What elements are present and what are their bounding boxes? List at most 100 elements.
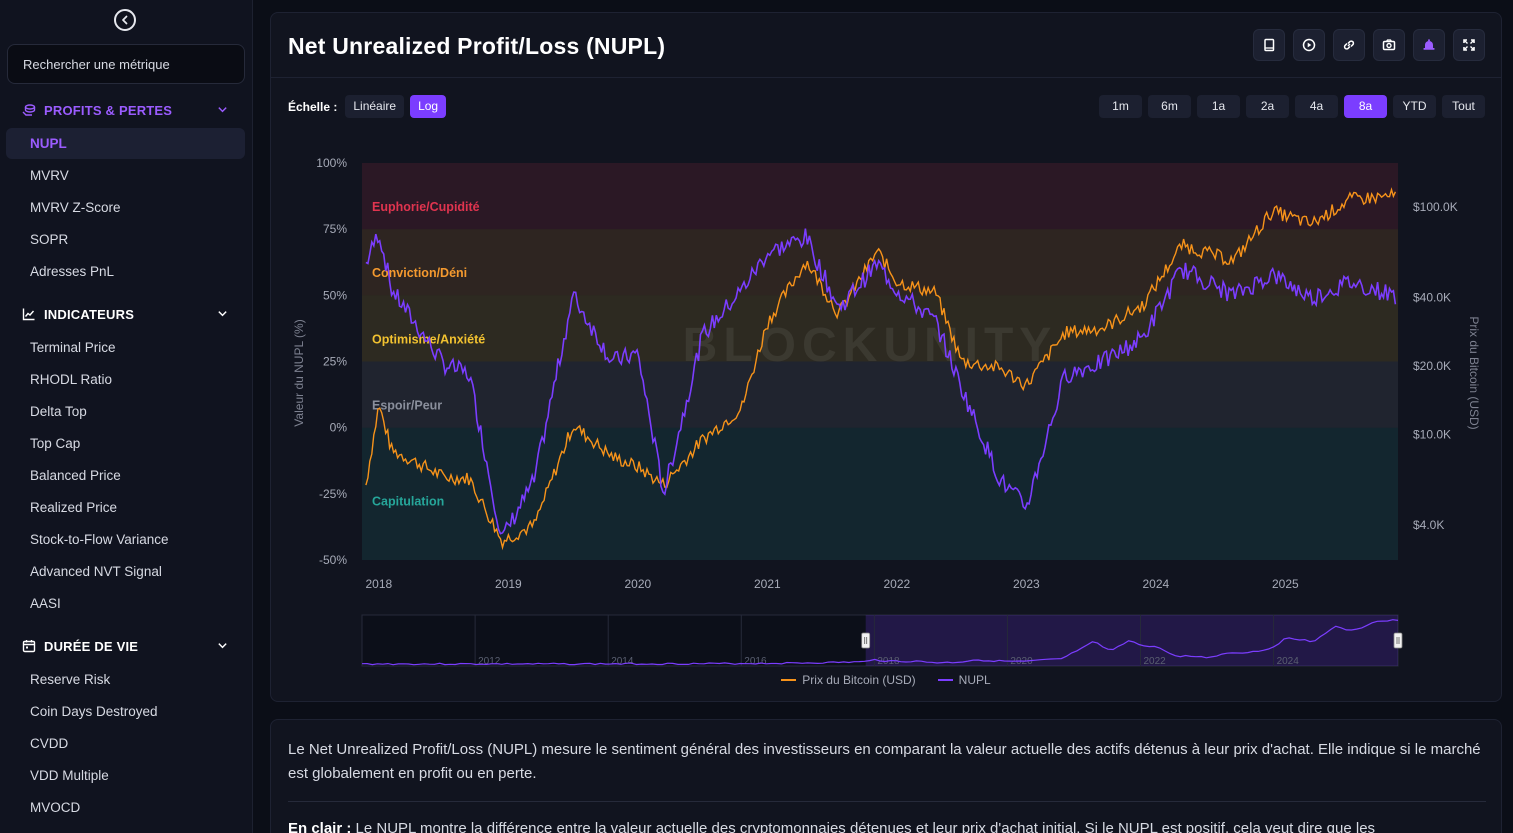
sidebar-item-coin-days-destroyed[interactable]: Coin Days Destroyed bbox=[30, 704, 158, 719]
section-title: INDICATEURS bbox=[44, 306, 135, 322]
section-indicateurs[interactable]: INDICATEURS bbox=[22, 304, 232, 324]
sidebar-item-sopr[interactable]: SOPR bbox=[30, 232, 69, 247]
legend-item-nupl[interactable]: NUPL bbox=[937, 673, 991, 687]
book-button[interactable] bbox=[1253, 29, 1285, 61]
zone-label: Espoir/Peur bbox=[372, 399, 442, 413]
link-button[interactable] bbox=[1333, 29, 1365, 61]
chevron-down-icon bbox=[218, 643, 227, 649]
sidebar-item-realized-price[interactable]: Realized Price bbox=[30, 500, 118, 515]
x-tick-label: 2020 bbox=[624, 577, 651, 591]
range-4a-button[interactable]: 4a bbox=[1295, 95, 1338, 118]
zone-band bbox=[362, 295, 1398, 362]
sidebar-item-delta-top[interactable]: Delta Top bbox=[30, 404, 87, 419]
chart-toolbar bbox=[1253, 29, 1485, 61]
chevron-left-icon bbox=[122, 15, 128, 25]
book-icon bbox=[1264, 38, 1275, 52]
watermark: BLOCKUNITY bbox=[683, 319, 1058, 372]
navigator-tick-label: 2012 bbox=[478, 656, 501, 667]
y-right-axis-title: Prix du Bitcoin (USD) bbox=[1467, 316, 1481, 429]
range-selector: 1m 6m 1a 2a 4a 8a YTD Tout bbox=[1099, 95, 1485, 118]
zone-label: Euphorie/Cupidité bbox=[372, 200, 480, 214]
scale-selector: Échelle : Linéaire Log bbox=[288, 95, 447, 118]
sidebar-item-mvocd[interactable]: MVOCD bbox=[30, 800, 81, 815]
chart-line-icon bbox=[22, 307, 36, 321]
scale-label: Échelle : bbox=[288, 99, 338, 114]
x-tick-label: 2023 bbox=[1013, 577, 1040, 591]
alert-button[interactable] bbox=[1413, 29, 1445, 61]
scale-log-button[interactable]: Log bbox=[410, 95, 447, 118]
sidebar-item-adresses-pnl[interactable]: Adresses PnL bbox=[30, 264, 115, 279]
sidebar-item-balanced-price[interactable]: Balanced Price bbox=[30, 468, 121, 483]
legend-item-btc-price[interactable]: Prix du Bitcoin (USD) bbox=[781, 673, 916, 687]
y-right-tick-label: $40.0K bbox=[1413, 291, 1451, 305]
chevron-down-icon bbox=[218, 107, 227, 113]
x-tick-label: 2025 bbox=[1272, 577, 1299, 591]
coins-icon bbox=[22, 103, 36, 117]
description-simple-text: Le NUPL montre la différence entre la va… bbox=[351, 820, 1376, 833]
y-left-tick-label: -50% bbox=[319, 553, 347, 567]
collapse-sidebar-button[interactable] bbox=[114, 9, 136, 31]
metric-search-input[interactable] bbox=[7, 44, 245, 84]
navigator-handle-left[interactable] bbox=[861, 632, 871, 649]
sidebar-item-top-cap[interactable]: Top Cap bbox=[30, 436, 81, 451]
navigator-tick-label: 2024 bbox=[1277, 656, 1300, 667]
y-left-tick-label: 100% bbox=[316, 156, 347, 170]
section-profits-pertes[interactable]: PROFITS & PERTES bbox=[22, 100, 232, 120]
calendar-icon bbox=[22, 639, 36, 653]
legend-label: NUPL bbox=[958, 673, 991, 687]
navigator-tick-label: 2016 bbox=[744, 656, 767, 667]
y-right-tick-label: $100.0K bbox=[1413, 200, 1458, 214]
x-tick-label: 2021 bbox=[754, 577, 781, 591]
y-left-tick-label: 0% bbox=[330, 421, 348, 435]
sidebar-item-mvrv-zscore[interactable]: MVRV Z-Score bbox=[30, 200, 121, 215]
zone-band bbox=[362, 427, 1398, 560]
sidebar-item-advanced-nvt-signal[interactable]: Advanced NVT Signal bbox=[30, 564, 162, 579]
sidebar-item-cvdd[interactable]: CVDD bbox=[30, 736, 69, 751]
navigator-selection[interactable] bbox=[865, 615, 1398, 666]
x-tick-label: 2019 bbox=[495, 577, 522, 591]
description-simple: En clair : Le NUPL montre la différence … bbox=[288, 820, 1488, 833]
range-2a-button[interactable]: 2a bbox=[1246, 95, 1289, 118]
range-1a-button[interactable]: 1a bbox=[1197, 95, 1240, 118]
y-right-tick-label: $4.0K bbox=[1413, 518, 1444, 532]
series-line-nupl bbox=[365, 228, 1397, 535]
sidebar-item-nupl[interactable]: NUPL bbox=[6, 128, 245, 159]
zone-label: Capitulation bbox=[372, 495, 444, 509]
scale-linear-button[interactable]: Linéaire bbox=[345, 95, 405, 118]
range-tout-button[interactable]: Tout bbox=[1442, 95, 1485, 118]
sidebar-item-terminal-price[interactable]: Terminal Price bbox=[30, 340, 116, 355]
section-title: DURÉE DE VIE bbox=[44, 638, 139, 654]
y-right-tick-label: $20.0K bbox=[1413, 359, 1451, 373]
navigator[interactable] bbox=[361, 614, 1399, 667]
sidebar-item-aasi[interactable]: AASI bbox=[30, 596, 61, 611]
screenshot-button[interactable] bbox=[1373, 29, 1405, 61]
x-tick-label: 2018 bbox=[365, 577, 392, 591]
sidebar-item-mvrv[interactable]: MVRV bbox=[30, 168, 69, 183]
range-6m-button[interactable]: 6m bbox=[1148, 95, 1191, 118]
play-button[interactable] bbox=[1293, 29, 1325, 61]
sidebar: PROFITS & PERTES NUPL MVRV MVRV Z-Score … bbox=[0, 0, 253, 833]
section-duree-de-vie[interactable]: DURÉE DE VIE bbox=[22, 636, 232, 656]
y-right-tick-label: $10.0K bbox=[1413, 427, 1451, 441]
fullscreen-button[interactable] bbox=[1453, 29, 1485, 61]
nupl-chart[interactable]: Euphorie/CupiditéConviction/DéniOptimism… bbox=[271, 143, 1501, 673]
chart-card: Net Unrealized Profit/Loss (NUPL) bbox=[270, 12, 1502, 702]
range-ytd-button[interactable]: YTD bbox=[1393, 95, 1436, 118]
y-left-tick-label: -25% bbox=[319, 487, 347, 501]
sidebar-item-stock-to-flow-variance[interactable]: Stock-to-Flow Variance bbox=[30, 532, 169, 547]
sidebar-item-vdd-multiple[interactable]: VDD Multiple bbox=[30, 768, 109, 783]
sidebar-item-reserve-risk[interactable]: Reserve Risk bbox=[30, 672, 111, 687]
y-left-tick-label: 50% bbox=[323, 288, 347, 302]
title-divider bbox=[271, 77, 1501, 78]
sidebar-item-rhodl-ratio[interactable]: RHODL Ratio bbox=[30, 372, 113, 387]
play-circle-icon bbox=[1302, 38, 1316, 52]
legend-swatch-btc bbox=[781, 679, 797, 681]
navigator-handle-right[interactable] bbox=[1393, 632, 1403, 649]
series-line-btc-price bbox=[365, 187, 1397, 551]
range-8a-button[interactable]: 8a bbox=[1344, 95, 1387, 118]
description-paragraph: Le Net Unrealized Profit/Loss (NUPL) mes… bbox=[288, 741, 1481, 782]
section-title: PROFITS & PERTES bbox=[44, 102, 173, 118]
range-1m-button[interactable]: 1m bbox=[1099, 95, 1142, 118]
y-left-tick-label: 75% bbox=[323, 222, 347, 236]
